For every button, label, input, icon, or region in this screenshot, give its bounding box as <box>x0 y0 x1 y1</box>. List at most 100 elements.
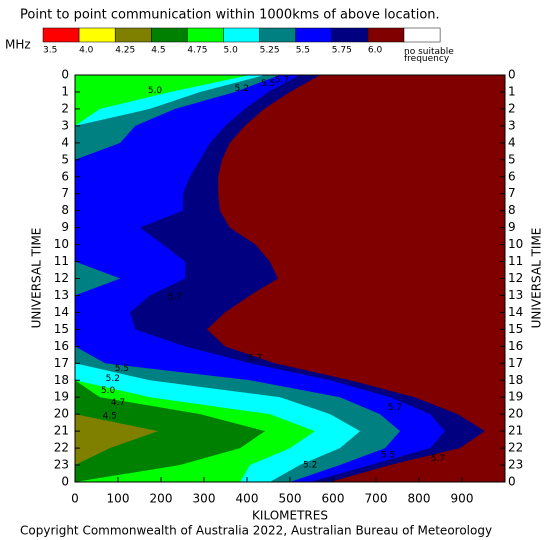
x-tick-label: 700 <box>365 492 388 506</box>
legend-swatch <box>295 27 333 43</box>
legend-label: 5.75 <box>332 46 352 56</box>
legend-label: 5.0 <box>224 46 239 56</box>
legend-label: 6.0 <box>368 46 383 56</box>
y-tick-label-right: 18 <box>508 373 523 387</box>
chart-title: Point to point communication within 1000… <box>20 8 440 23</box>
contour-label: 5.7 <box>388 403 402 413</box>
contour-band <box>75 75 158 482</box>
y-tick-label-right: 5 <box>508 152 516 166</box>
y-tick-label-right: 7 <box>508 186 516 200</box>
y-tick-label: 3 <box>61 118 69 132</box>
y-tick-label: 15 <box>54 322 69 336</box>
y-tick-label: 6 <box>61 169 69 183</box>
legend-swatch <box>403 27 441 43</box>
contour-label: 5.7 <box>275 76 289 86</box>
y-tick-label-right: 21 <box>508 424 523 438</box>
y-tick-label-right: 8 <box>508 203 516 217</box>
y-tick-label: 21 <box>54 424 69 438</box>
y-tick-label: 8 <box>61 203 69 217</box>
y-tick-label: 16 <box>54 339 69 353</box>
legend-swatch <box>187 27 224 43</box>
legend-swatch <box>78 27 116 43</box>
contour-label: 5.5 <box>115 364 129 374</box>
y-tick-label-right: 4 <box>508 135 516 149</box>
y-tick-label-right: 1 <box>508 84 516 98</box>
y-tick-label-right: 0 <box>508 475 516 489</box>
legend-label: 4.5 <box>151 46 165 56</box>
x-tick-label: 200 <box>150 492 173 506</box>
legend-label: no suitable frequency <box>404 47 454 64</box>
legend-label: 5.25 <box>260 46 280 56</box>
y-tick-label: 17 <box>54 356 69 370</box>
y-tick-label-right: 0 <box>508 68 516 82</box>
y-tick-label: 1 <box>61 84 69 98</box>
legend-swatch <box>367 27 405 43</box>
contour-label: 5.5 <box>261 79 275 89</box>
x-tick-label: 400 <box>236 492 259 506</box>
legend-swatch <box>259 27 296 43</box>
legend-swatch <box>114 27 152 43</box>
x-tick-label: 300 <box>193 492 216 506</box>
legend-label: 4.0 <box>79 46 94 56</box>
y-tick-label-right: 19 <box>508 390 523 404</box>
y-tick-label: 9 <box>61 220 69 234</box>
x-tick-label: 0 <box>71 492 79 506</box>
y-tick-label: 0 <box>61 68 69 82</box>
contour-band <box>75 75 361 482</box>
legend-title: MHz <box>5 38 31 52</box>
y-tick-label: 7 <box>61 186 69 200</box>
y-tick-label-right: 22 <box>508 441 523 455</box>
y-tick-label: 14 <box>54 305 69 319</box>
y-tick-label: 13 <box>54 288 69 302</box>
y-tick-label-right: 11 <box>508 254 523 268</box>
footer: Copyright Commonwealth of Australia 2022… <box>20 524 492 538</box>
x-tick-label: 100 <box>107 492 130 506</box>
y-tick-label-right: 13 <box>508 288 523 302</box>
contour-label: 5.0 <box>101 386 116 396</box>
y-axis-label: UNIVERSAL TIME <box>30 228 44 329</box>
y-tick-label-right: 6 <box>508 169 516 183</box>
y-axis-label-right: UNIVERSAL TIME <box>530 228 544 329</box>
contour-label: 4.5 <box>103 411 117 421</box>
contour-label: 5.7 <box>431 454 445 464</box>
y-tick-label: 22 <box>54 441 69 455</box>
contour-label: 5.7 <box>168 293 182 303</box>
contour-label: 4.7 <box>111 398 125 408</box>
y-tick-label: 10 <box>54 237 69 251</box>
legend-label: 4.25 <box>115 46 135 56</box>
y-tick-label-right: 17 <box>508 356 523 370</box>
y-tick-label-right: 10 <box>508 237 523 251</box>
contour-label: 5.2 <box>303 461 317 471</box>
x-tick-label: 800 <box>408 492 431 506</box>
legend-swatch <box>42 27 80 43</box>
contour-label: 5.5 <box>381 450 395 460</box>
y-tick-label-right: 12 <box>508 271 523 285</box>
y-tick-label-right: 15 <box>508 322 523 336</box>
x-tick-label: 500 <box>279 492 302 506</box>
y-tick-label: 23 <box>54 458 69 472</box>
x-axis-label: KILOMETRES <box>252 509 328 523</box>
y-tick-label: 4 <box>61 135 69 149</box>
y-tick-label-right: 2 <box>508 101 516 115</box>
legend-swatch <box>151 27 188 43</box>
y-tick-label: 19 <box>54 390 69 404</box>
legend-swatch <box>331 27 369 43</box>
legend-label: 3.5 <box>43 46 57 56</box>
y-tick-label-right: 16 <box>508 339 523 353</box>
y-tick-label-right: 23 <box>508 458 523 472</box>
y-tick-label-right: 9 <box>508 220 516 234</box>
y-tick-label: 11 <box>54 254 69 268</box>
y-tick-label: 20 <box>54 407 69 421</box>
y-tick-label-right: 14 <box>508 305 523 319</box>
contour-label: 5.2 <box>106 374 120 384</box>
y-tick-label: 0 <box>61 475 69 489</box>
legend-swatch <box>223 27 260 43</box>
x-tick-label: 900 <box>451 492 474 506</box>
y-tick-label: 5 <box>61 152 69 166</box>
y-tick-label: 12 <box>54 271 69 285</box>
x-tick-label: 600 <box>322 492 345 506</box>
legend-label: 5.5 <box>296 46 310 56</box>
contour-label: 5.0 <box>148 86 163 96</box>
contour-band <box>75 75 401 482</box>
